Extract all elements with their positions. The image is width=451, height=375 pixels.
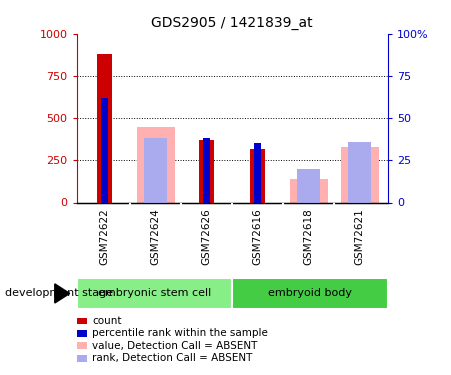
Text: embryoid body: embryoid body [268, 288, 352, 298]
Text: rank, Detection Call = ABSENT: rank, Detection Call = ABSENT [92, 353, 253, 363]
Text: GSM72616: GSM72616 [253, 209, 263, 265]
Text: GSM72618: GSM72618 [304, 209, 314, 265]
Bar [97, 54, 112, 202]
Bar [290, 179, 328, 203]
Bar [297, 169, 320, 202]
Bar [137, 127, 175, 202]
Text: embryonic stem cell: embryonic stem cell [98, 288, 211, 298]
Text: count: count [92, 316, 121, 326]
Text: value, Detection Call = ABSENT: value, Detection Call = ABSENT [92, 341, 258, 351]
Text: GSM72626: GSM72626 [202, 209, 212, 265]
Bar [341, 147, 379, 202]
Bar [101, 98, 108, 202]
Bar [232, 278, 388, 309]
Bar [348, 142, 371, 202]
Text: development stage: development stage [5, 288, 113, 298]
Bar [254, 144, 261, 202]
Text: GSM72622: GSM72622 [100, 209, 110, 265]
Bar [199, 140, 214, 202]
Title: GDS2905 / 1421839_at: GDS2905 / 1421839_at [152, 16, 313, 30]
Bar [77, 278, 232, 309]
Text: GSM72621: GSM72621 [355, 209, 365, 265]
Polygon shape [55, 284, 69, 303]
Text: percentile rank within the sample: percentile rank within the sample [92, 328, 268, 338]
Bar [250, 148, 266, 202]
Text: GSM72624: GSM72624 [151, 209, 161, 265]
Bar [144, 138, 167, 202]
Bar [203, 138, 210, 202]
